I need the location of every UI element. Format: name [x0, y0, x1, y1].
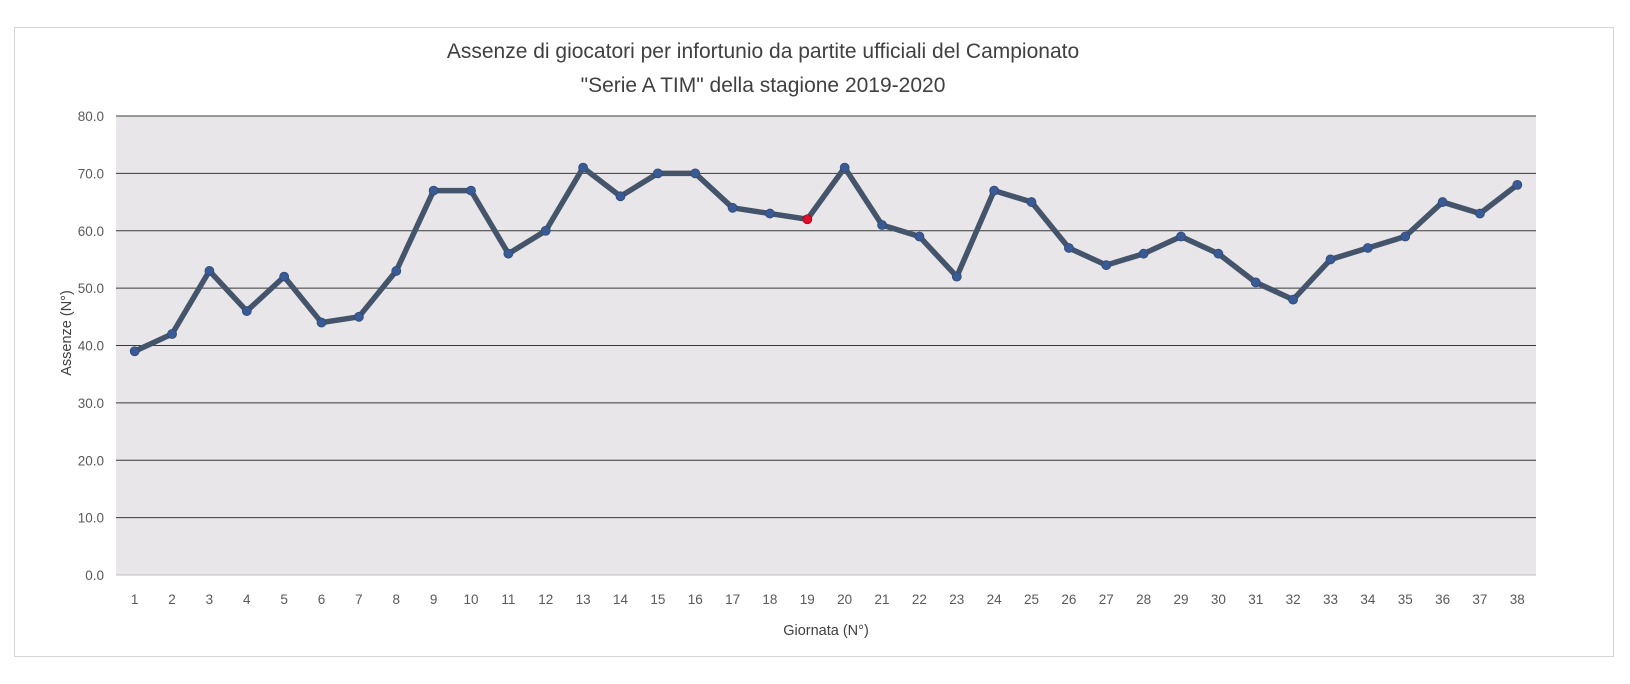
data-point — [540, 225, 551, 236]
x-tick-label: 18 — [762, 592, 777, 607]
data-point — [241, 306, 252, 316]
x-tick-label: 9 — [430, 592, 438, 607]
data-point — [765, 208, 775, 219]
data-point — [1362, 243, 1373, 253]
chart-title: Assenze di giocatori per infortunio da p… — [447, 40, 1079, 97]
data-point — [129, 346, 140, 357]
x-tick-label: 2 — [168, 592, 176, 607]
y-tick-label: 30.0 — [78, 396, 104, 411]
x-tick-label: 19 — [800, 592, 815, 607]
y-tick-label: 40.0 — [78, 339, 104, 354]
data-points — [129, 162, 1523, 357]
data-point — [466, 185, 476, 196]
x-tick-label: 1 — [131, 592, 139, 607]
data-point — [167, 329, 177, 339]
data-point — [1400, 231, 1411, 242]
x-tick-label: 23 — [949, 592, 964, 607]
data-point — [1512, 179, 1523, 190]
data-point — [428, 185, 439, 196]
data-point — [615, 191, 626, 202]
x-tick-label: 38 — [1510, 592, 1525, 607]
data-point-highlight — [802, 214, 813, 225]
x-tick-label: 33 — [1323, 592, 1338, 607]
x-tick-label: 20 — [837, 592, 852, 607]
x-tick-label: 22 — [912, 592, 927, 607]
x-tick-label: 10 — [463, 592, 478, 607]
chart-title-line-1: Assenze di giocatori per infortunio da p… — [447, 40, 1079, 63]
data-point — [727, 202, 738, 213]
x-tick-label: 32 — [1286, 592, 1301, 607]
series-line-group — [131, 164, 1521, 354]
y-axis-title: Assenze (N°) — [59, 290, 75, 376]
x-tick-label: 15 — [650, 592, 665, 607]
data-point — [914, 231, 925, 242]
y-tick-label: 60.0 — [78, 224, 104, 239]
y-tick-label: 20.0 — [78, 453, 104, 468]
x-tick-label: 14 — [613, 592, 629, 607]
data-point — [690, 168, 701, 179]
data-point — [1437, 197, 1448, 207]
x-tick-label: 12 — [538, 592, 553, 607]
y-tick-label: 80.0 — [78, 109, 104, 124]
data-point — [652, 168, 663, 179]
x-tick-label: 17 — [725, 592, 740, 607]
data-point — [391, 266, 402, 276]
data-point — [1325, 254, 1336, 265]
data-point — [503, 248, 514, 259]
x-tick-label: 28 — [1136, 592, 1151, 607]
data-point — [1250, 277, 1261, 288]
data-point — [279, 271, 290, 282]
y-tick-label: 50.0 — [78, 281, 104, 296]
y-tick-label: 70.0 — [78, 166, 104, 181]
x-axis-ticks: 1 2 3 4 5 6 7 8 9 10 11 12 13 14 15 16 17 18 19 20 21 22 23 24 2… — [131, 592, 1525, 607]
x-tick-label: 36 — [1435, 592, 1450, 607]
y-tick-label: 10.0 — [78, 511, 104, 526]
x-tick-label: 25 — [1024, 592, 1039, 607]
data-point — [1288, 294, 1299, 305]
x-tick-label: 6 — [318, 592, 326, 607]
x-tick-label: 5 — [280, 592, 288, 607]
x-tick-label: 13 — [576, 592, 591, 607]
data-point — [1176, 231, 1186, 242]
data-point — [316, 317, 327, 328]
x-tick-label: 26 — [1061, 592, 1076, 607]
data-point — [1063, 243, 1074, 253]
y-axis-ticks: 0.0 10.0 20.0 30.0 40.0 50.0 60.0 70.0 80.0 — [78, 109, 104, 583]
data-point — [1213, 248, 1224, 259]
x-tick-label: 4 — [243, 592, 251, 607]
x-tick-label: 24 — [987, 592, 1003, 607]
x-tick-label: 3 — [206, 592, 214, 607]
y-tick-label: 0.0 — [85, 568, 104, 583]
x-tick-label: 31 — [1248, 592, 1263, 607]
x-tick-label: 11 — [501, 592, 515, 607]
x-tick-label: 8 — [393, 592, 401, 607]
gridlines — [116, 115, 1536, 576]
x-tick-label: 7 — [355, 592, 363, 607]
series-line — [131, 164, 1521, 354]
data-point — [1475, 208, 1485, 219]
x-tick-label: 29 — [1173, 592, 1188, 607]
data-point — [839, 162, 850, 173]
data-point — [578, 162, 589, 173]
data-point — [1101, 260, 1112, 271]
x-tick-label: 35 — [1398, 592, 1413, 607]
data-point — [353, 311, 364, 322]
x-tick-label: 16 — [688, 592, 703, 607]
x-tick-label: 21 — [875, 592, 890, 607]
x-tick-label: 27 — [1099, 592, 1114, 607]
data-point — [989, 185, 1000, 196]
x-tick-label: 37 — [1472, 592, 1487, 607]
data-point — [951, 271, 962, 282]
data-point — [1026, 197, 1037, 207]
data-point — [877, 220, 887, 230]
data-point — [1138, 248, 1149, 259]
x-axis-title: Giornata (N°) — [783, 623, 869, 639]
x-tick-label: 34 — [1360, 592, 1376, 607]
x-tick-label: 30 — [1211, 592, 1226, 607]
data-point — [204, 266, 215, 276]
chart-title-line-2: "Serie A TIM" della stagione 2019-2020 — [581, 74, 946, 97]
